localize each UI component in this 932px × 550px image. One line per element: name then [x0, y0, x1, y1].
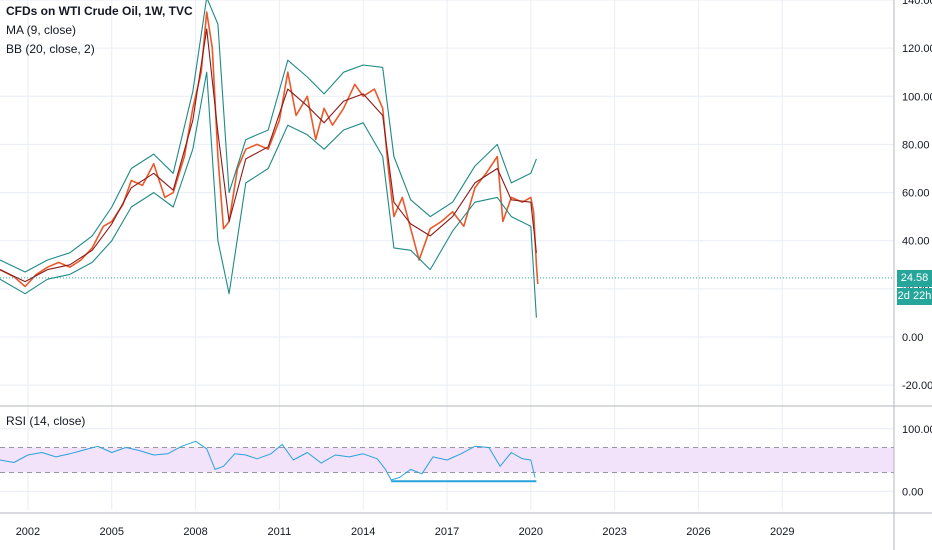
- series-line-bb: [0, 0, 537, 273]
- y-tick-label: 120.00: [902, 43, 932, 55]
- series-line-ma: [0, 28, 537, 283]
- rsi-series-group: [0, 440, 536, 481]
- y-tick-label: 140.00: [902, 0, 932, 7]
- y-tick-label: -20.00: [902, 380, 932, 392]
- rsi-legend[interactable]: RSI (14, close): [6, 414, 86, 428]
- x-tick-label: 2026: [686, 526, 710, 538]
- bb-legend[interactable]: BB (20, close, 2): [6, 42, 95, 56]
- rsi-line: [0, 440, 536, 481]
- rsi-tick-label: 100.00: [902, 424, 932, 436]
- x-tick-label: 2014: [351, 526, 375, 538]
- ma-legend[interactable]: MA (9, close): [6, 23, 77, 37]
- price-series-group: [0, 0, 539, 318]
- price-axis[interactable]: 140.00120.00100.0080.0060.0040.0020.000.…: [902, 0, 932, 392]
- main-grid: [0, 0, 894, 510]
- x-tick-label: 2023: [602, 526, 626, 538]
- series-line-bb: [0, 71, 537, 318]
- x-tick-label: 2002: [16, 526, 40, 538]
- time-axis[interactable]: 2002 2005 2008 2011 2014 2017 2020 2023 2026 2029: [16, 526, 795, 538]
- y-tick-label: 60.00: [902, 188, 930, 200]
- rsi-axis[interactable]: 100.00 0.00: [902, 424, 932, 499]
- x-tick-label: 2005: [100, 526, 124, 538]
- countdown-tag: 2d 22h: [897, 287, 932, 305]
- y-tick-label: 0.00: [902, 332, 923, 344]
- x-tick-label: 2011: [268, 526, 292, 538]
- x-tick-label: 2029: [770, 526, 794, 538]
- rsi-band-bounds: [0, 447, 894, 473]
- chart-title[interactable]: CFDs on WTI Crude Oil, 1W, TVC: [6, 4, 193, 18]
- y-tick-label: 100.00: [902, 91, 932, 103]
- y-tick-label: 80.00: [902, 139, 930, 151]
- last-price-tag: 24.58: [897, 269, 932, 287]
- x-tick-label: 2020: [519, 526, 543, 538]
- series-line-price: [0, 11, 539, 288]
- x-tick-label: 2008: [183, 526, 207, 538]
- x-tick-label: 2017: [435, 526, 459, 538]
- y-tick-label: 40.00: [902, 236, 930, 248]
- rsi-grid: [0, 428, 894, 492]
- rsi-tick-label: 0.00: [902, 486, 923, 498]
